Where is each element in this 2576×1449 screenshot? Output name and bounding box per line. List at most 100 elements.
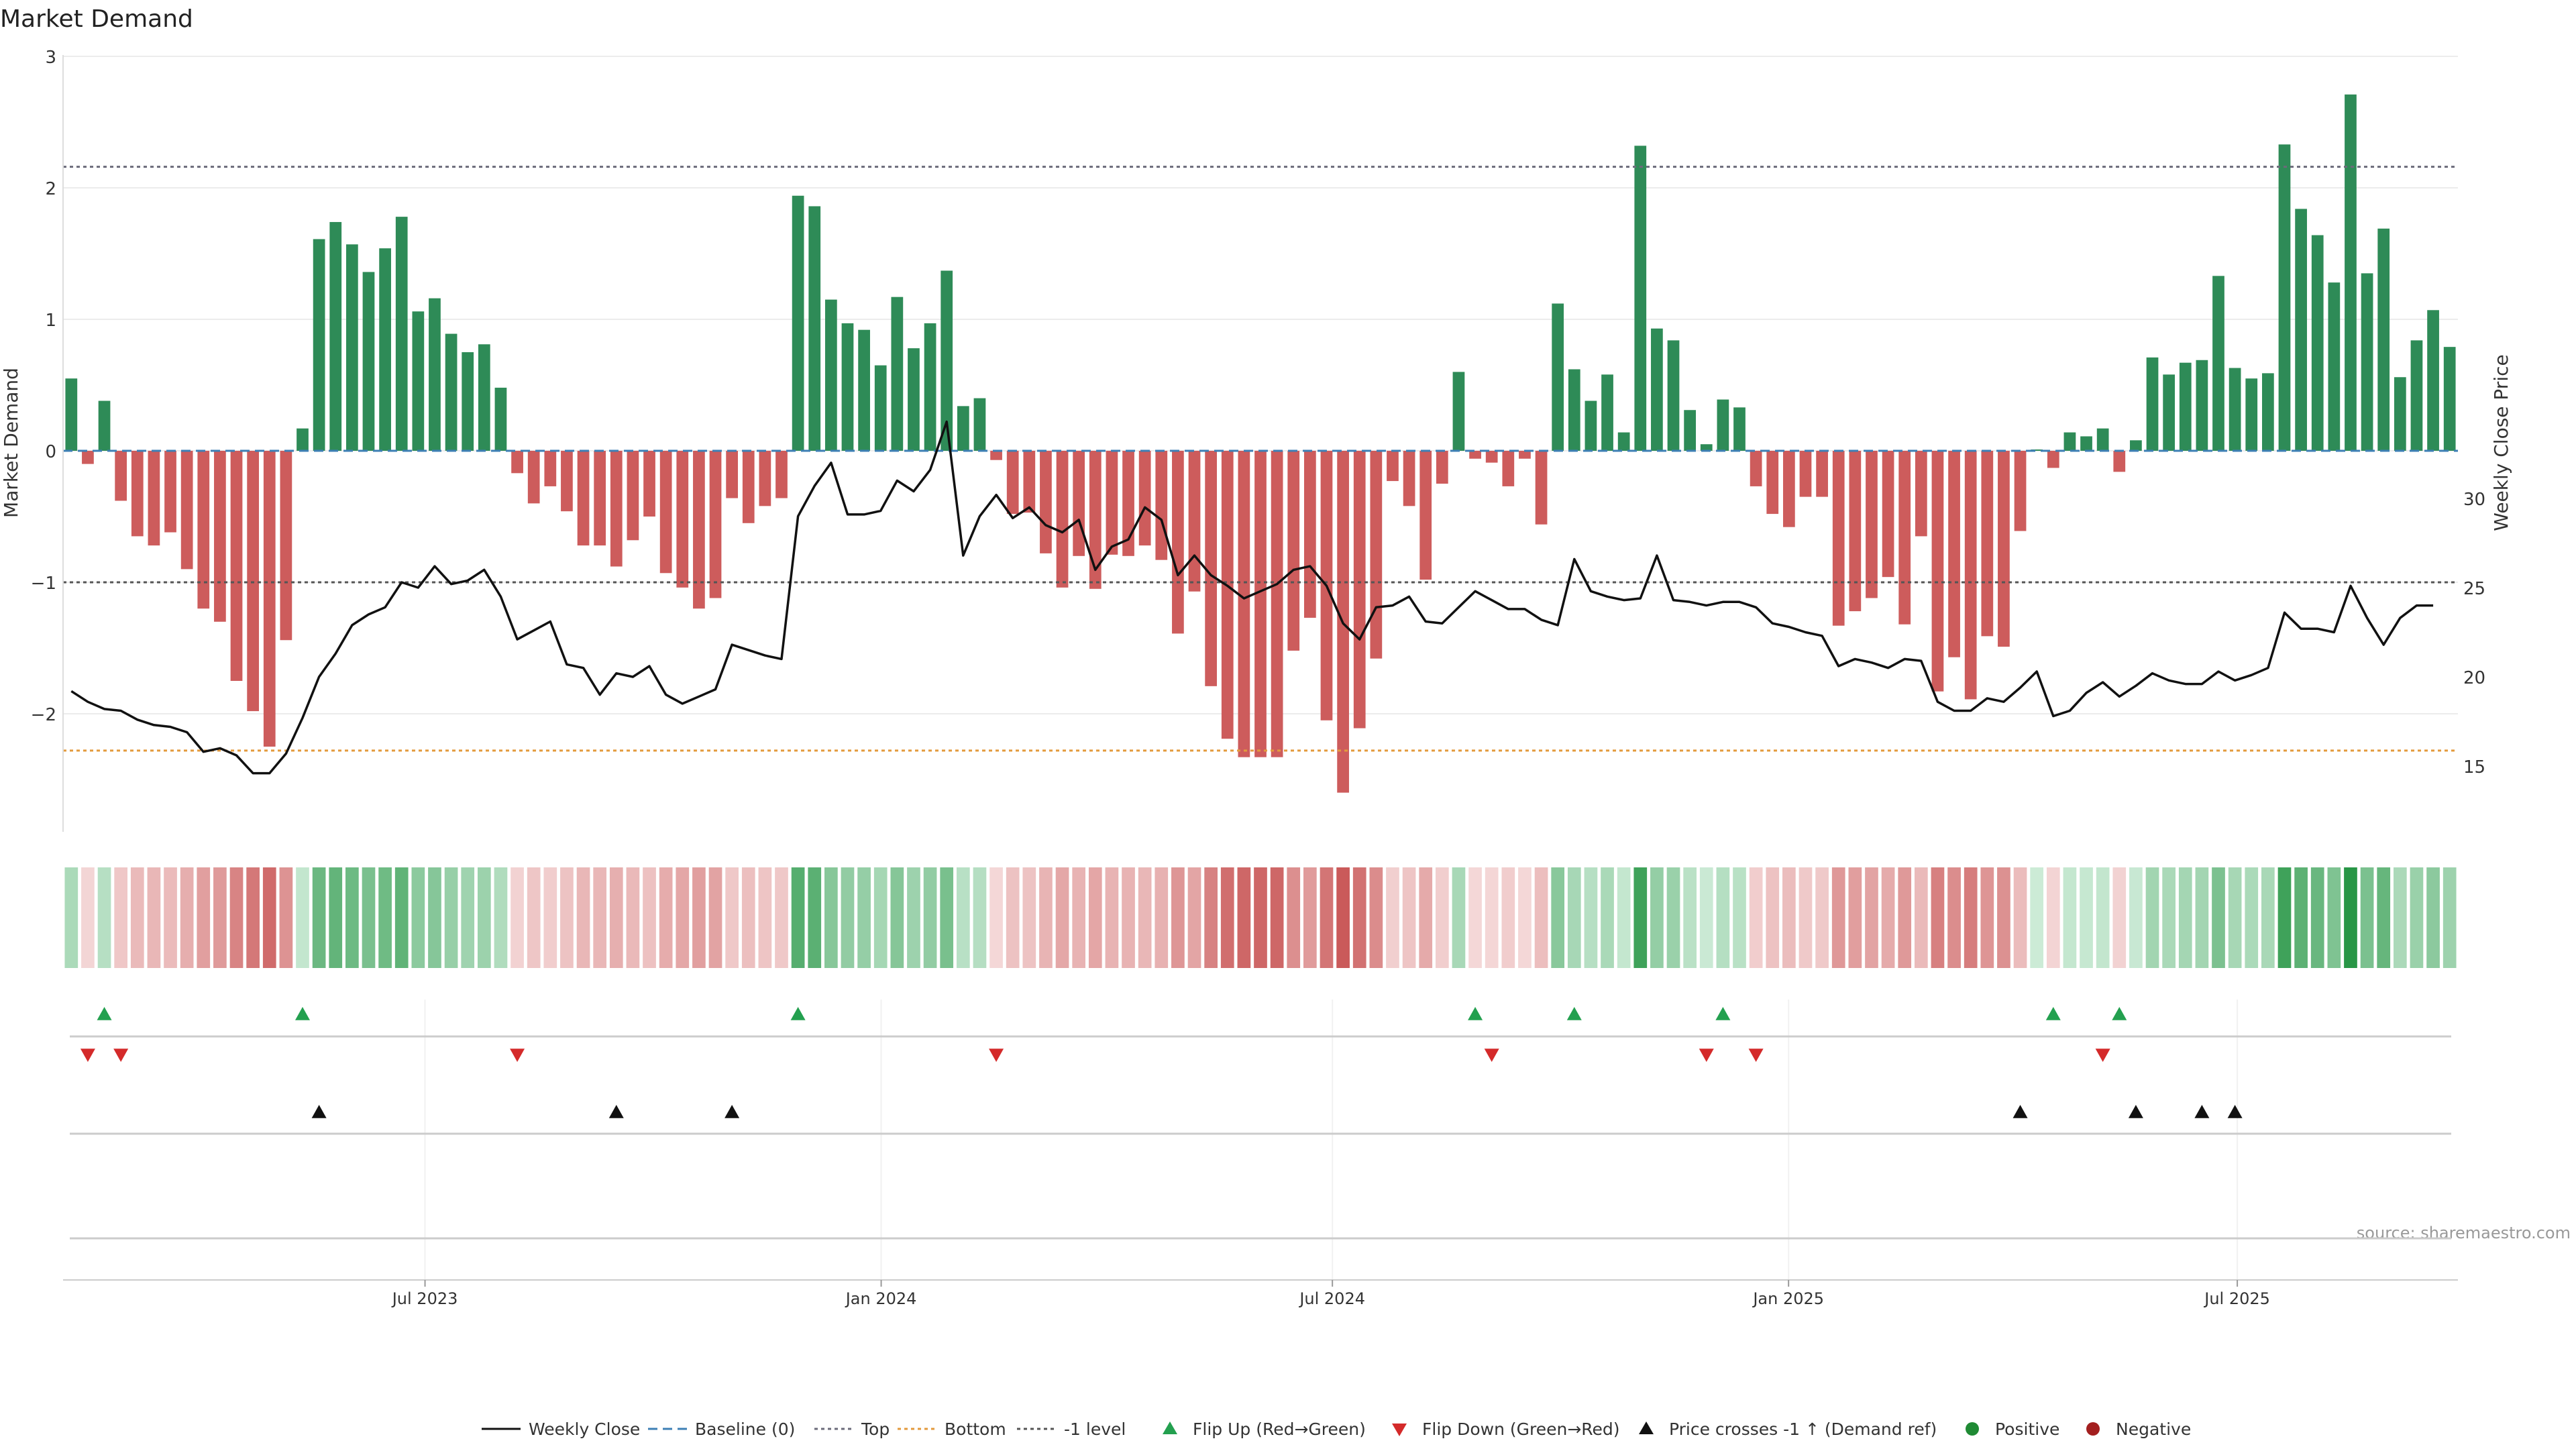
heat-cell [940, 867, 954, 968]
demand-bar-positive [2063, 432, 2076, 451]
heat-cell [180, 867, 194, 968]
legend-label: Positive [1995, 1419, 2059, 1439]
demand-bar-positive [1700, 444, 1713, 451]
heat-cell [2178, 867, 2192, 968]
heat-cell [824, 867, 838, 968]
demand-bar-positive [808, 206, 821, 451]
heat-cell [494, 867, 508, 968]
heat-cell [164, 867, 177, 968]
heat-cell [2327, 867, 2341, 968]
demand-bar-negative [1998, 451, 2010, 647]
price-cross-marker [2128, 1105, 2143, 1118]
heat-cell [989, 867, 1003, 968]
heat-cell [1815, 867, 1829, 968]
heat-cell [2129, 867, 2143, 968]
y2-tick-label: 15 [2463, 757, 2485, 777]
y2-axis-label: Weekly Close Price [2490, 354, 2512, 531]
heat-cell [873, 867, 888, 968]
signal-panels [70, 1007, 2451, 1240]
legend-item: -1 level [1017, 1419, 1126, 1439]
demand-bar-positive [2443, 347, 2456, 451]
demand-bar-negative [1221, 451, 1234, 739]
demand-bar-positive [1634, 146, 1647, 451]
demand-bar-negative [709, 451, 722, 598]
price-cross-marker [2012, 1105, 2028, 1118]
heat-cell [1733, 867, 1746, 968]
heat-cell [1088, 867, 1102, 968]
legend-item: Weekly Close [482, 1419, 640, 1439]
legend-item: Flip Up (Red→Green) [1163, 1419, 1366, 1439]
demand-bar-positive [2146, 357, 2159, 451]
demand-bar-negative [197, 451, 210, 609]
demand-bar-positive [345, 244, 358, 451]
demand-bar-positive [1601, 374, 1613, 451]
demand-bar-positive [841, 323, 854, 451]
heat-cell [262, 867, 276, 968]
demand-bar-positive [2245, 378, 2258, 451]
legend-item: Flip Down (Green→Red) [1392, 1419, 1620, 1439]
heat-cell [692, 867, 706, 968]
heat-cell [1220, 867, 1234, 968]
heat-cell [1848, 867, 1862, 968]
legend-item: Bottom [898, 1419, 1006, 1439]
demand-bar-positive [2179, 362, 2192, 451]
flip-up-marker [295, 1007, 310, 1020]
demand-bar-negative [2014, 451, 2027, 531]
demand-bar-negative [1964, 451, 1977, 700]
legend-label: Baseline (0) [695, 1419, 795, 1439]
heat-cell [378, 867, 392, 968]
demand-bar-positive [1585, 400, 1597, 451]
demand-bar-negative [1948, 451, 1960, 657]
demand-bar-negative [1485, 451, 1498, 463]
heat-cell [2377, 867, 2391, 968]
price-cross-marker [608, 1105, 624, 1118]
demand-bar-negative [1006, 451, 1019, 515]
demand-bar-positive [412, 311, 425, 451]
demand-bar-negative [1089, 451, 1102, 589]
legend-item: Negative [2086, 1419, 2191, 1439]
demand-bar-negative [1915, 451, 1927, 537]
demand-bar-negative [1122, 451, 1134, 556]
heat-cell [775, 867, 788, 968]
legend-label: Top [861, 1419, 890, 1439]
demand-bar-negative [1799, 451, 1812, 497]
heat-cell [676, 867, 690, 968]
heat-cell [857, 867, 871, 968]
demand-bar-negative [2113, 451, 2126, 472]
heat-cell [130, 867, 144, 968]
weekly-close-line [70, 420, 2434, 775]
legend-label: Bottom [945, 1419, 1006, 1439]
demand-bar-negative [230, 451, 243, 681]
heat-cell [2228, 867, 2242, 968]
heat-cell [1122, 867, 1135, 968]
demand-bar-negative [1056, 451, 1069, 588]
demand-bar-negative [164, 451, 176, 533]
y-axis-label: Market Demand [0, 368, 22, 518]
demand-bar-positive [891, 297, 904, 451]
demand-bar-positive [2229, 368, 2241, 451]
heat-cell [1633, 867, 1648, 968]
price-cross-marker [2194, 1105, 2210, 1118]
heat-cell [1534, 867, 1548, 968]
legend-label: Weekly Close [529, 1419, 640, 1439]
demand-bar-positive [2361, 273, 2373, 451]
demand-bar-negative [1866, 451, 1878, 598]
heat-cell [2080, 867, 2093, 968]
flip-down-marker [1484, 1049, 1499, 1062]
heat-cell [2162, 867, 2176, 968]
demand-bar-negative [115, 451, 127, 501]
demand-bar-negative [82, 451, 94, 464]
demand-bar-positive [792, 195, 804, 451]
demand-bar-positive [1684, 410, 1697, 451]
demand-bar-positive [2196, 360, 2208, 451]
heat-cell [229, 867, 244, 968]
heat-cell [956, 867, 970, 968]
heat-cell [461, 867, 475, 968]
heat-cell [1155, 867, 1169, 968]
heat-cell [1567, 867, 1581, 968]
demand-bar-positive [98, 400, 111, 451]
weekly-close-line-layer [70, 420, 2434, 775]
demand-bar-positive [2031, 449, 2043, 451]
heat-cell [1072, 867, 1086, 968]
demand-bar-positive [2345, 94, 2357, 451]
